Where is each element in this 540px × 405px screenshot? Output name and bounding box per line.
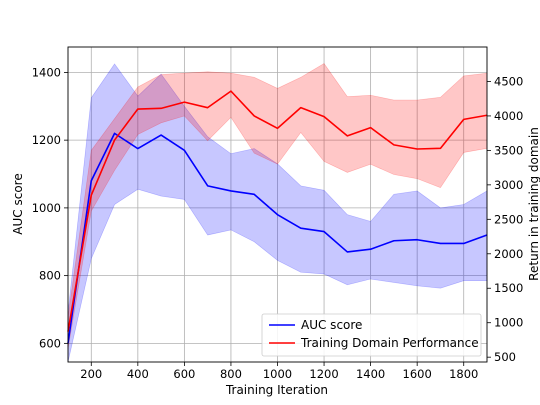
x-tick-label: 200	[80, 367, 102, 381]
left-y-axis-label: AUC score	[11, 173, 25, 234]
x-tick-label: 800	[220, 367, 242, 381]
left-y-tick-label: 600	[39, 336, 61, 350]
legend-box	[261, 313, 482, 357]
right-y-tick-label: 500	[494, 350, 516, 364]
right-y-tick-label: 4500	[494, 74, 523, 88]
right-y-tick-label: 1500	[494, 281, 523, 295]
series-line-training	[67, 90, 488, 332]
left-y-tick-label: 1400	[32, 65, 61, 79]
x-tick-label: 1800	[449, 367, 478, 381]
right-y-tick-label: 2000	[494, 247, 523, 261]
right-y-tick-label: 4000	[494, 109, 523, 123]
x-tick-label: 1400	[356, 367, 385, 381]
left-y-tick-label: 1000	[32, 201, 61, 215]
legend-label-training: Training Domain Performance	[300, 336, 479, 350]
left-y-tick-label: 800	[39, 269, 61, 283]
x-tick-label: 1600	[403, 367, 432, 381]
x-tick-label: 600	[173, 367, 195, 381]
right-y-tick-label: 2500	[494, 212, 523, 226]
legend-label-auc: AUC score	[301, 318, 362, 332]
right-y-tick-label: 3000	[494, 178, 523, 192]
right-y-axis-label: Return in training domain	[527, 127, 540, 281]
x-axis-label: Training Iteration	[225, 383, 328, 397]
x-tick-label: 400	[127, 367, 149, 381]
right-y-tick-label: 3500	[494, 143, 523, 157]
x-axis: 200 400 600 800 1000 1200 1400 1600 1800	[80, 362, 478, 381]
right-y-axis: 500 1000 1500 2000 2500 3000 3500 4000 4500	[487, 74, 523, 364]
x-tick-label: 1200	[309, 367, 338, 381]
right-y-tick-label: 1000	[494, 316, 523, 330]
x-tick-label: 1000	[263, 367, 292, 381]
series-lines	[67, 90, 488, 344]
legend: AUC score Training Domain Performance	[261, 313, 482, 357]
series-line-auc	[67, 132, 488, 344]
left-y-axis: 600 800 1000 1200 1400	[32, 65, 68, 350]
left-y-tick-label: 1200	[32, 133, 61, 147]
